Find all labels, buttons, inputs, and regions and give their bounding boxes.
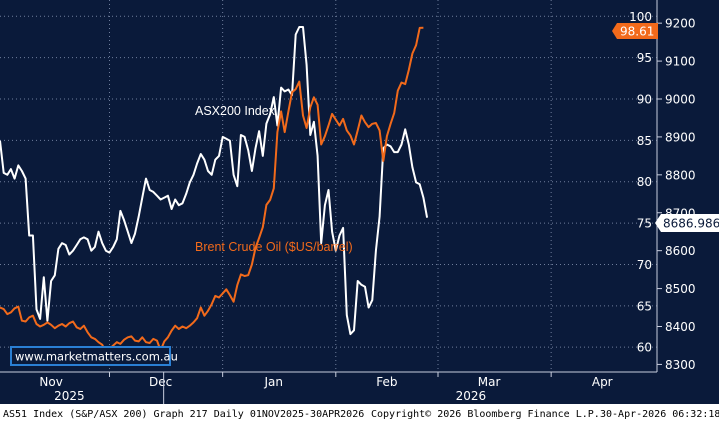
footer-background [0,404,719,422]
grid-lines [0,0,657,372]
right-tick-label-9: 9200 [665,17,696,31]
right-tick-label-1: 8400 [665,320,696,334]
last-value-tag-brent-box [612,23,658,39]
series-label-asx: ASX200 Index [195,104,276,118]
last-value-tag-asx: 8686.986 [655,214,719,232]
left-tick-label-5: 85 [637,134,652,148]
right-tick-label-8: 9100 [665,55,696,69]
left-tick-label-4: 80 [637,175,652,189]
right-tick-label-0: 8300 [665,358,696,372]
series-label-brent: Brent Crude Oil ($US/barrel) [195,240,353,254]
x-tick-label-dec: Dec [149,375,172,389]
x-tick-label-jan: Jan [264,375,284,389]
footer-center: Copyright© 2026 Bloomberg Finance L.P. [371,409,600,420]
footer-right: 30-Apr-2026 06:32:18 [600,409,719,420]
series-layer [0,26,429,354]
right-tick-label-6: 8900 [665,130,696,144]
left-tick-label-6: 90 [637,93,652,107]
left-tick-label-1: 65 [637,299,652,313]
x-year-label-2025: 2025 [54,389,85,403]
footer-left: AS51 Index (S&P/ASX 200) Graph 217 Daily… [3,409,364,420]
left-tick-label-0: 60 [637,341,652,355]
last-value-tag-asx-box [655,214,719,232]
chart-background [0,0,719,404]
series-line-asx [0,26,429,336]
x-tick-label-apr: Apr [592,375,613,389]
left-tick-label-8: 100 [629,10,652,24]
last-value-tag-asx-text: 8686.986 [663,217,719,231]
left-tick-label-3: 75 [637,217,652,231]
url-box-text[interactable]: www.marketmatters.com.au [15,350,178,364]
x-axis-ticks: Nov Dec Jan Feb Mar Apr 2025 2026 [39,372,613,404]
right-tick-label-5: 8800 [665,168,696,182]
url-box-frame [10,346,171,366]
left-axis-ticks: 60 65 70 75 80 85 90 95 100 [629,10,652,355]
x-tick-label-feb: Feb [376,375,397,389]
x-tick-label-mar: Mar [478,375,501,389]
right-tick-label-3: 8600 [665,244,696,258]
last-value-tag-brent-text: 98.61 [620,25,654,39]
right-tick-label-7: 9000 [665,93,696,107]
x-year-label-2026: 2026 [456,389,487,403]
last-value-tag-brent: 98.61 [612,23,658,39]
right-tick-label-2: 8500 [665,282,696,296]
x-tick-label-nov: Nov [39,375,62,389]
url-box[interactable]: www.marketmatters.com.au [10,346,178,366]
left-tick-label-7: 95 [637,51,652,65]
series-line-brent [0,26,424,354]
left-tick-label-2: 70 [637,258,652,272]
